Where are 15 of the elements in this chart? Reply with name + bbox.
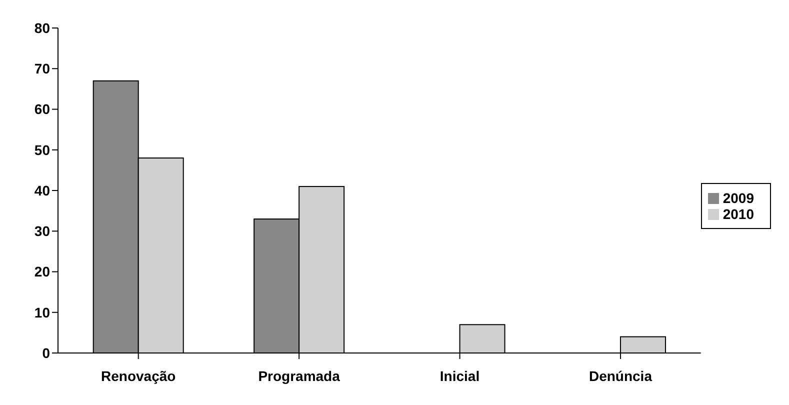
y-tick-label: 70 [34,60,50,77]
y-tick-label: 80 [34,20,50,36]
y-tick-label: 10 [34,304,50,320]
legend-label: 2010 [722,206,754,222]
y-tick-label: 0 [42,344,50,361]
y-tick-label: 50 [34,142,50,158]
y-tick-label: 20 [34,264,50,280]
y-tick-label: 40 [34,182,50,198]
legend-label: 2009 [722,190,754,206]
x-tick-label: Renovação [101,368,176,384]
x-tick-label: Inicial [440,368,480,384]
y-tick-label: 30 [34,223,50,240]
x-tick-label: Programada [258,368,340,384]
y-tick-label: 60 [34,101,50,118]
x-tick-label: Denúncia [588,368,652,384]
